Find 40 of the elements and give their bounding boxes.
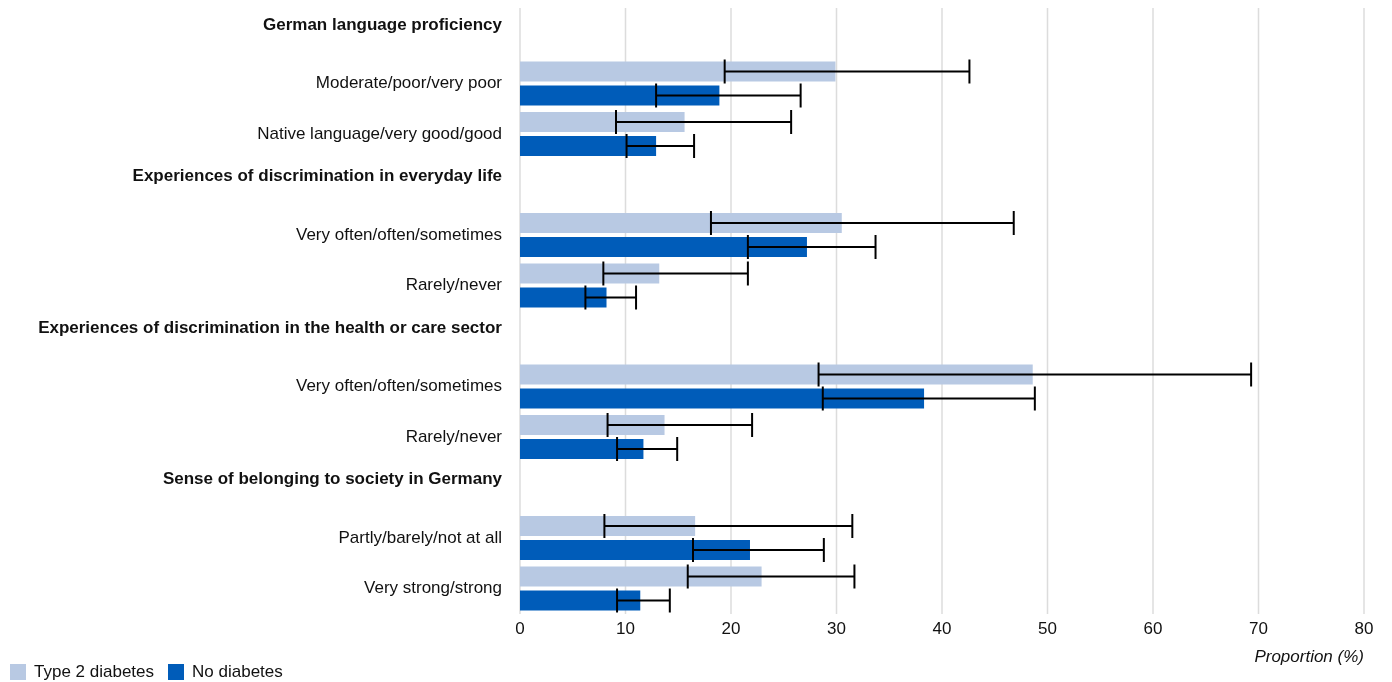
- y-tick-label: Very often/often/sometimes: [296, 224, 502, 244]
- x-tick-label: 70: [1249, 619, 1268, 639]
- x-tick-label: 60: [1143, 619, 1163, 639]
- bar: [520, 112, 685, 132]
- bar: [520, 237, 807, 257]
- x-tick-label: 0: [515, 619, 525, 639]
- x-axis-title: Proportion (%): [1254, 647, 1364, 666]
- bar: [520, 136, 657, 156]
- y-tick-label: Partly/barely/not at all: [338, 527, 502, 547]
- x-tick-label: 40: [932, 619, 952, 639]
- bar: [520, 61, 836, 82]
- bar: [520, 388, 925, 409]
- y-tick-label: Native language/very good/good: [257, 123, 502, 143]
- y-tick-label: Very strong/strong: [364, 578, 502, 598]
- bar: [520, 85, 720, 106]
- bar: [520, 439, 644, 459]
- y-tick-label: Experiences of discrimination in everyday life: [132, 166, 502, 186]
- y-tick-label: Moderate/poor/very poor: [315, 73, 503, 93]
- x-tick-label: 80: [1354, 619, 1374, 639]
- bar: [520, 415, 665, 435]
- bar: [520, 364, 1033, 385]
- bar: [520, 263, 660, 284]
- bar: [520, 213, 842, 233]
- y-tick-label: German language proficiency: [262, 14, 503, 34]
- y-tick-label: Rarely/never: [405, 275, 503, 295]
- x-tick-label: 20: [721, 619, 741, 639]
- legend-label: No diabetes: [191, 662, 283, 682]
- bar: [520, 566, 762, 587]
- x-tick-label: 10: [616, 619, 635, 639]
- bar: [520, 540, 750, 560]
- legend-label: Type 2 diabetes: [33, 662, 155, 682]
- y-tick-label: Very often/often/sometimes: [296, 376, 502, 396]
- y-tick-label: Sense of belonging to society in Germany: [162, 469, 503, 489]
- bar: [520, 516, 696, 536]
- y-tick-label: Rarely/never: [405, 426, 503, 446]
- x-tick-label: 50: [1038, 619, 1057, 639]
- bar: [520, 287, 607, 308]
- x-tick-label: 30: [827, 619, 846, 639]
- y-tick-label: Experiences of discrimination in the health or care sector: [38, 317, 503, 337]
- bar: [520, 590, 641, 611]
